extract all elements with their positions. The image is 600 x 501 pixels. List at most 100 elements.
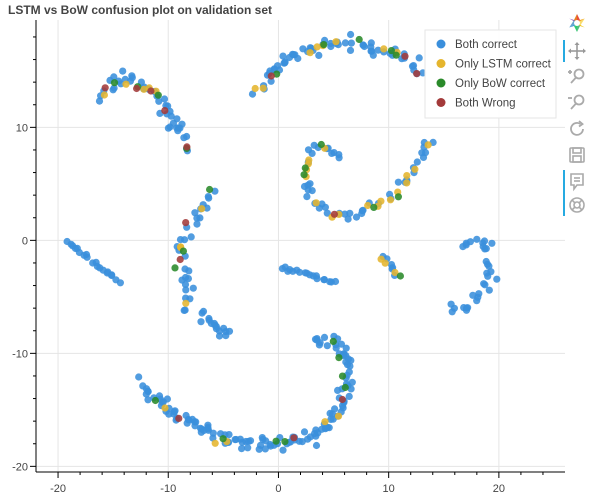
both-correct-point (485, 286, 493, 294)
legend-marker (436, 98, 446, 107)
both-correct-point (493, 275, 501, 283)
only-bow-correct-point (355, 35, 363, 44)
both-correct-point (341, 39, 349, 47)
y-tick-label: 10 (16, 122, 28, 134)
both-correct-point (359, 41, 367, 49)
both-correct-point (304, 146, 313, 154)
axes: -20 -10 0 10 20 -20 -10 0 10 (12, 20, 565, 495)
help-icon[interactable] (566, 194, 588, 216)
both-correct-point (334, 386, 342, 394)
both-correct-point (316, 339, 324, 347)
both-correct-point (191, 209, 199, 217)
both-correct-point (180, 134, 188, 142)
both-correct-point (204, 423, 212, 431)
legend: Both correct Only LSTM correct Only BoW co… (424, 29, 557, 119)
only-lstm-correct-point (332, 38, 340, 46)
bokeh-logo-icon[interactable] (566, 12, 588, 34)
only-bow-correct-point (396, 272, 404, 280)
only-lstm-correct-point (424, 141, 432, 149)
both-correct-point (187, 233, 195, 241)
chart-title: LSTM vs BoW confusion plot on validation… (8, 3, 272, 17)
both-correct-point (340, 350, 348, 358)
both-wrong-point (413, 70, 421, 78)
only-lstm-correct-point (161, 404, 169, 412)
only-bow-correct-point (171, 264, 179, 272)
both-correct-point (144, 396, 152, 404)
both-correct-point (315, 51, 323, 60)
save-icon[interactable] (566, 144, 588, 166)
both-correct-point (331, 277, 340, 286)
x-tick-label: -10 (160, 483, 176, 495)
both-correct-point (347, 39, 355, 47)
only-bow-correct-point (392, 51, 400, 59)
both-wrong-point (183, 143, 191, 151)
x-tick-label: 0 (275, 483, 281, 495)
wheel-zoom-icon[interactable] (566, 92, 588, 114)
reset-icon[interactable] (566, 118, 588, 140)
only-lstm-correct-point (259, 84, 267, 92)
both-correct-point (193, 214, 201, 222)
y-tick-label: -20 (12, 461, 28, 473)
both-wrong-point (330, 210, 338, 218)
both-correct-point (346, 209, 354, 217)
both-correct-point (244, 444, 252, 452)
both-correct-point (163, 395, 171, 403)
only-bow-correct-point (335, 354, 343, 362)
both-wrong-point (161, 107, 169, 115)
both-correct-point (337, 340, 345, 348)
box-zoom-icon[interactable] (566, 66, 588, 88)
both-correct-point (232, 435, 240, 444)
both-correct-point (394, 178, 402, 186)
both-correct-point (323, 209, 331, 217)
legend-label: Both Wrong (455, 98, 516, 110)
both-correct-point (225, 327, 234, 335)
only-lstm-correct-point (211, 439, 219, 447)
legend-marker (436, 59, 446, 68)
both-correct-point (205, 194, 213, 202)
both-correct-point (193, 220, 201, 228)
only-bow-correct-point (338, 372, 347, 380)
both-correct-point (212, 322, 220, 331)
only-bow-correct-point (219, 435, 227, 443)
both-correct-point (155, 392, 164, 400)
both-correct-point (421, 149, 430, 157)
only-bow-correct-point (206, 185, 214, 194)
both-correct-point (182, 286, 190, 294)
both-correct-point (344, 355, 352, 363)
both-correct-point (323, 342, 331, 350)
both-correct-point (139, 382, 147, 390)
both-correct-point (447, 300, 455, 308)
both-correct-point (473, 297, 481, 305)
both-correct-point (312, 272, 320, 280)
both-correct-point (182, 411, 190, 420)
both-correct-point (296, 268, 304, 276)
both-correct-point (160, 95, 169, 103)
both-correct-point (300, 428, 309, 436)
both-correct-point (119, 67, 127, 75)
both-correct-point (95, 97, 104, 105)
both-wrong-point (133, 84, 141, 93)
both-correct-point (189, 284, 197, 292)
pan-icon[interactable] (566, 40, 588, 62)
only-lstm-correct-point (198, 205, 206, 213)
only-bow-correct-point (281, 438, 289, 446)
both-correct-point (343, 361, 352, 369)
both-correct-point (198, 425, 206, 433)
only-bow-correct-point (320, 41, 328, 49)
only-lstm-correct-point (403, 179, 411, 187)
only-bow-correct-point (154, 91, 162, 99)
both-correct-point (215, 332, 224, 340)
both-wrong-point (147, 87, 155, 95)
both-correct-point (291, 51, 299, 59)
only-bow-correct-point (300, 171, 308, 179)
only-bow-correct-point (370, 203, 378, 211)
only-bow-correct-point (272, 437, 280, 445)
both-correct-point (135, 373, 143, 381)
both-correct-point (482, 245, 490, 253)
hover-icon[interactable] (566, 170, 588, 192)
y-tick-label: -10 (12, 348, 28, 360)
both-correct-point (347, 385, 355, 393)
grid-lines (36, 20, 565, 472)
both-correct-point (238, 445, 246, 453)
legend-label: Only LSTM correct (455, 59, 552, 71)
